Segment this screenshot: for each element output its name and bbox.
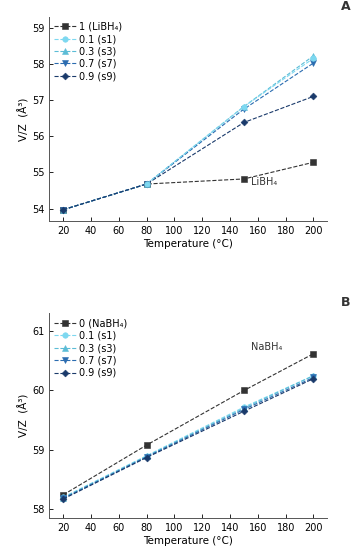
0.9 (s9): [312, 93, 316, 100]
0.7 (s7): [61, 207, 65, 213]
1 (LiBH₄): [145, 180, 149, 187]
1 (LiBH₄): [312, 159, 316, 165]
Text: LiBH₄: LiBH₄: [251, 177, 277, 187]
Text: NaBH₄: NaBH₄: [251, 342, 282, 352]
Line: 0.1 (s1): 0.1 (s1): [61, 181, 149, 213]
Line: 0.9 (s9): 0.9 (s9): [61, 94, 316, 212]
0.3 (s3): [312, 372, 316, 379]
0.7 (s7): [312, 60, 316, 66]
0.9 (s9): [145, 454, 149, 461]
Line: 0.9 (s9): 0.9 (s9): [61, 376, 316, 501]
Line: 0.7 (s7): 0.7 (s7): [61, 375, 316, 501]
0.7 (s7): [145, 453, 149, 460]
0.3 (s3): [145, 453, 149, 460]
0.9 (s9): [312, 375, 316, 382]
1 (LiBH₄): [242, 175, 246, 182]
X-axis label: Temperature (°C): Temperature (°C): [143, 536, 233, 546]
Y-axis label: V/Z  (Å³): V/Z (Å³): [18, 394, 29, 437]
Line: 1 (LiBH₄): 1 (LiBH₄): [61, 159, 316, 213]
X-axis label: Temperature (°C): Temperature (°C): [143, 239, 233, 249]
Line: 0 (NaBH₄): 0 (NaBH₄): [61, 351, 316, 497]
0.7 (s7): [242, 106, 246, 113]
Line: 0.3 (s3): 0.3 (s3): [61, 373, 316, 501]
0.3 (s3): [61, 495, 65, 501]
0.1 (s1): [312, 372, 316, 379]
Y-axis label: V/Z  (Å³): V/Z (Å³): [18, 97, 29, 141]
Text: B: B: [341, 296, 351, 309]
0.7 (s7): [61, 495, 65, 502]
0.3 (s3): [145, 180, 149, 187]
0.7 (s7): [145, 180, 149, 187]
0.3 (s3): [61, 207, 65, 213]
0 (NaBH₄): [312, 350, 316, 357]
0.3 (s3): [312, 52, 316, 59]
0.1 (s1): [145, 452, 149, 459]
0.9 (s9): [61, 496, 65, 502]
Line: 0.1 (s1): 0.1 (s1): [61, 373, 316, 500]
Legend: 1 (LiBH₄), 0.1 (s1), 0.3 (s3), 0.7 (s7), 0.9 (s9): 1 (LiBH₄), 0.1 (s1), 0.3 (s3), 0.7 (s7),…: [52, 19, 125, 83]
0.9 (s9): [242, 408, 246, 414]
0 (NaBH₄): [61, 491, 65, 498]
0.9 (s9): [242, 119, 246, 126]
0.9 (s9): [145, 180, 149, 187]
0.7 (s7): [312, 374, 316, 381]
0 (NaBH₄): [145, 442, 149, 448]
0.1 (s1): [61, 494, 65, 501]
Legend: 0 (NaBH₄), 0.1 (s1), 0.3 (s3), 0.7 (s7), 0.9 (s9): 0 (NaBH₄), 0.1 (s1), 0.3 (s3), 0.7 (s7),…: [52, 316, 130, 380]
1 (LiBH₄): [61, 207, 65, 213]
0.3 (s3): [242, 405, 246, 412]
Line: 0.3 (s3): 0.3 (s3): [61, 53, 316, 213]
Text: A: A: [341, 0, 351, 13]
0.1 (s1): [61, 207, 65, 213]
0.1 (s1): [145, 180, 149, 187]
0 (NaBH₄): [242, 387, 246, 394]
0.7 (s7): [242, 406, 246, 413]
0.3 (s3): [242, 103, 246, 110]
Line: 0.7 (s7): 0.7 (s7): [61, 60, 316, 213]
0.1 (s1): [242, 404, 246, 411]
0.9 (s9): [61, 207, 65, 213]
